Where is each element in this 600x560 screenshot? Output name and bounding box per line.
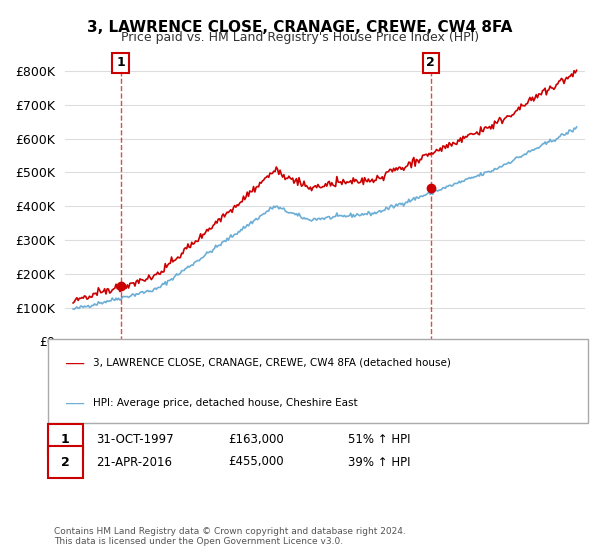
Text: ——: —— (66, 396, 84, 410)
Text: 51% ↑ HPI: 51% ↑ HPI (348, 433, 410, 446)
Text: 31-OCT-1997: 31-OCT-1997 (96, 433, 173, 446)
Text: HPI: Average price, detached house, Cheshire East: HPI: Average price, detached house, Ches… (93, 398, 358, 408)
Text: 1: 1 (116, 57, 125, 69)
Text: 21-APR-2016: 21-APR-2016 (96, 455, 172, 469)
Text: 39% ↑ HPI: 39% ↑ HPI (348, 455, 410, 469)
Text: Contains HM Land Registry data © Crown copyright and database right 2024.
This d: Contains HM Land Registry data © Crown c… (54, 526, 406, 546)
Text: £455,000: £455,000 (228, 455, 284, 469)
Text: ——: —— (66, 356, 84, 370)
Text: 1: 1 (61, 433, 70, 446)
Text: 2: 2 (427, 57, 435, 69)
Text: 3, LAWRENCE CLOSE, CRANAGE, CREWE, CW4 8FA: 3, LAWRENCE CLOSE, CRANAGE, CREWE, CW4 8… (88, 20, 512, 35)
Text: 3, LAWRENCE CLOSE, CRANAGE, CREWE, CW4 8FA (detached house): 3, LAWRENCE CLOSE, CRANAGE, CREWE, CW4 8… (93, 358, 451, 368)
Text: Price paid vs. HM Land Registry's House Price Index (HPI): Price paid vs. HM Land Registry's House … (121, 31, 479, 44)
Text: 2: 2 (61, 455, 70, 469)
Text: £163,000: £163,000 (228, 433, 284, 446)
